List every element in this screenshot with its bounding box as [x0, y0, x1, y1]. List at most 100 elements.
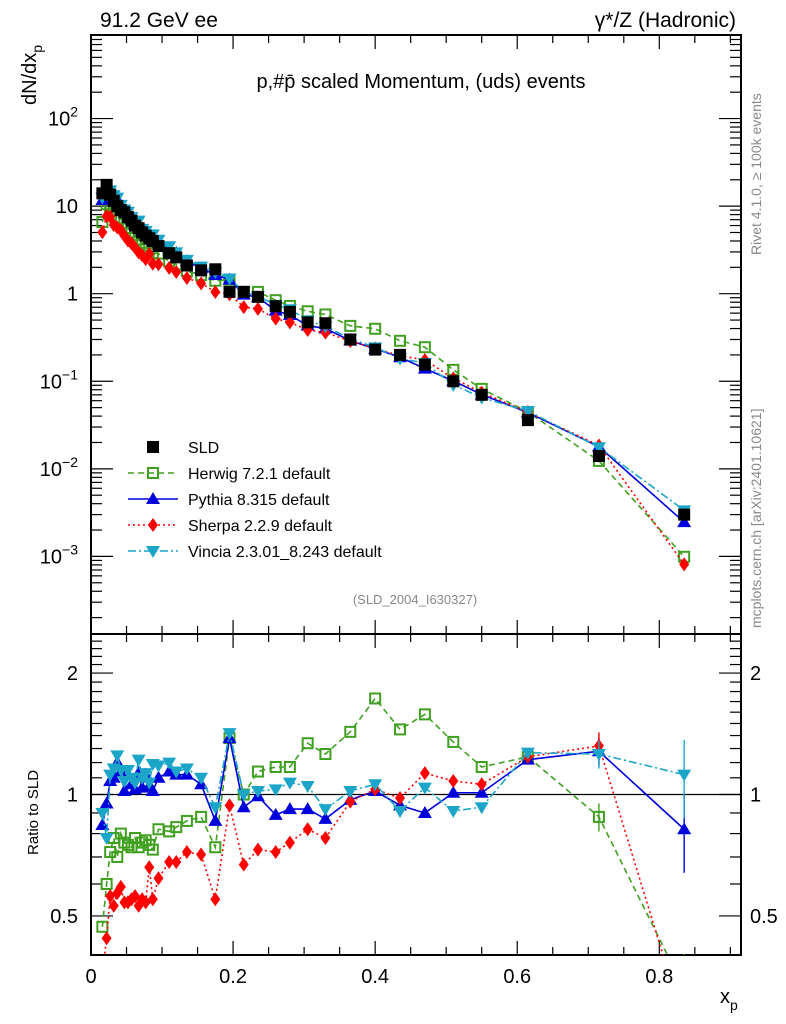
vincia-ratio-point — [236, 789, 251, 802]
sherpa-ratio-point — [284, 835, 295, 850]
sherpa-ratio-point — [395, 791, 406, 806]
herwig-ratio-point — [180, 814, 193, 827]
sherpa-ratio-point — [270, 845, 281, 860]
sld-main-point — [344, 333, 357, 346]
herwig-legend-marker — [147, 467, 159, 479]
sherpa-ratio-point — [320, 831, 331, 846]
sld-legend-marker — [147, 441, 159, 453]
y-axis-title: dN/dxp — [19, 45, 45, 105]
x-axis-title: xp — [720, 986, 738, 1013]
sherpa-ratio-line — [103, 744, 664, 955]
vincia-main-line — [101, 189, 685, 511]
ratio-plot-data — [95, 692, 692, 955]
herwig-ratio-point — [369, 692, 382, 705]
main-series-group — [95, 178, 692, 572]
vincia-ratio-point — [318, 804, 333, 817]
pythia-ratio-point — [268, 807, 283, 820]
vincia-ratio-point — [208, 802, 223, 815]
x-tick-label: 0.2 — [219, 966, 247, 988]
vincia-ratio-point — [474, 802, 489, 815]
sherpa-ratio-point — [252, 842, 263, 857]
herwig-ratio-point — [301, 737, 314, 750]
herwig-ratio-point — [319, 748, 332, 761]
sld-main-point — [170, 251, 183, 264]
sherpa-main-point — [144, 247, 155, 262]
herwig-ratio-point — [283, 760, 296, 773]
sherpa-main-point — [238, 300, 249, 315]
main-plot-data — [95, 178, 692, 572]
ratio-y-tick-label-right: 1 — [750, 785, 761, 807]
sld-main-point — [678, 508, 691, 521]
vincia-ratio-point — [520, 747, 535, 760]
vincia-ratio-point — [446, 806, 461, 819]
sld-main-point — [447, 375, 460, 388]
sherpa-main-point — [97, 225, 108, 240]
vincia-main-point — [222, 273, 237, 286]
sherpa-main-point — [164, 260, 175, 275]
vincia-ratio-point — [591, 749, 606, 762]
pythia-ratio-point — [677, 822, 692, 835]
vincia-ratio-point — [169, 766, 184, 779]
herwig-ratio-point — [592, 810, 605, 823]
sld-main-point — [301, 316, 314, 329]
sherpa-ratio-point — [144, 860, 155, 875]
herwig-ratio-point — [136, 836, 149, 849]
x-tick-label: 0.6 — [503, 966, 531, 988]
pythia-ratio-point — [208, 813, 223, 826]
herwig-ratio-point — [195, 810, 208, 823]
herwig-main-point — [344, 319, 357, 332]
vincia-legend-label: Vincia 2.3.01_8.243 default — [188, 544, 382, 561]
ratio-y-tick-label-left: 0.5 — [50, 906, 78, 928]
vincia-ratio-point — [179, 763, 194, 776]
pythia-ratio-point — [99, 796, 114, 809]
sld-main-point — [283, 305, 296, 318]
vincia-ratio-point — [110, 750, 125, 763]
sld-main-point — [475, 388, 488, 401]
ratio-y-tick-label-left: 2 — [67, 663, 78, 685]
sherpa-ratio-point — [147, 892, 158, 907]
vincia-ratio-point — [142, 777, 157, 790]
ratio-y-axis-title: Ratio to SLD — [25, 770, 42, 855]
pythia-ratio-point — [318, 811, 333, 824]
sherpa-ratio-point — [448, 774, 459, 789]
herwig-ratio-point — [209, 841, 222, 854]
ratio-y-tick-label-right: 2 — [750, 663, 761, 685]
sherpa-ratio-point — [108, 898, 119, 913]
pythia-ratio-point — [236, 800, 251, 813]
plot-title: p,#p̄ scaled Momentum, (uds) events — [256, 71, 585, 93]
rivet-version-label: Rivet 4.1.0, ≥ 100k events — [748, 93, 764, 255]
sld-main-point — [180, 259, 193, 272]
vincia-ratio-point — [250, 786, 265, 799]
pythia-ratio-point — [282, 802, 297, 815]
vincia-ratio-point — [222, 728, 237, 741]
vincia-ratio-point — [99, 833, 114, 846]
sherpa-main-point — [153, 257, 164, 272]
ratio-y-tick-label-right: 0.5 — [750, 906, 778, 928]
herwig-ratio-point — [447, 735, 460, 748]
sherpa-ratio-point — [224, 798, 235, 813]
sherpa-ratio-point — [238, 857, 249, 872]
pythia-ratio-point — [446, 785, 461, 798]
sherpa-main-point — [679, 557, 690, 572]
sherpa-main-point — [122, 233, 133, 248]
vincia-ratio-point — [368, 779, 383, 792]
vincia-legend-marker — [146, 546, 160, 558]
sherpa-main-point — [284, 315, 295, 330]
ratio-y-tick-label-left: 1 — [67, 785, 78, 807]
vincia-ratio-point — [162, 757, 177, 770]
sld-main-point — [237, 285, 250, 298]
sld-main-point — [418, 358, 431, 371]
vincia-ratio-point — [117, 776, 132, 789]
herwig-ratio-point — [394, 723, 407, 736]
x-tick-label: 0.8 — [645, 966, 673, 988]
sherpa-ratio-point — [122, 895, 133, 910]
pythia-legend-label: Pythia 8.315 default — [188, 492, 330, 509]
sherpa-main-point — [252, 301, 263, 316]
y-tick-label: 102 — [48, 104, 78, 131]
sherpa-ratio-point — [115, 879, 126, 894]
herwig-ratio-point — [418, 708, 431, 721]
vincia-ratio-point — [300, 780, 315, 793]
sld-main-point — [251, 290, 264, 303]
pythia-ratio-point — [474, 785, 489, 798]
